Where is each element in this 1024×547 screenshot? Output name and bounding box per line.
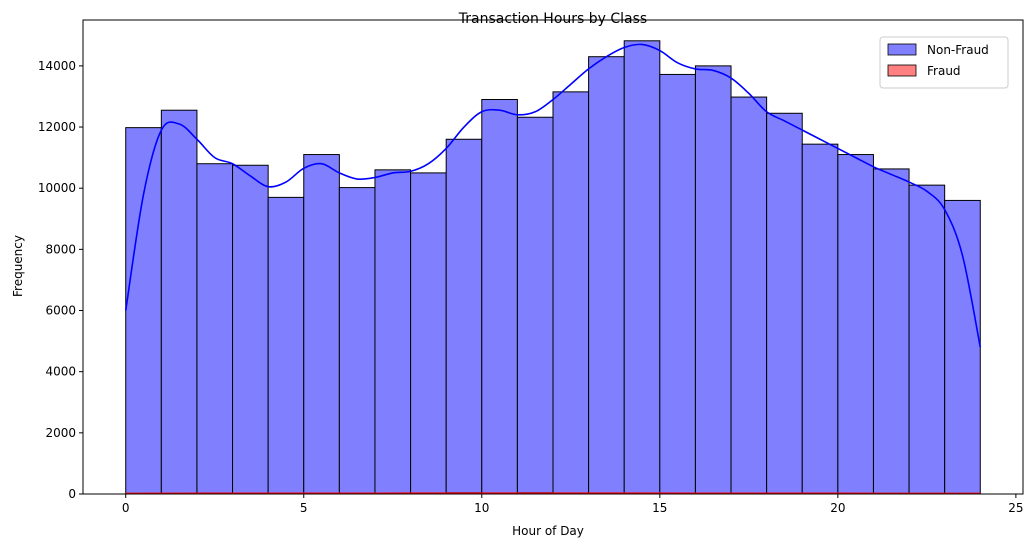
non-fraud-bar <box>410 172 447 495</box>
non-fraud-bar <box>552 91 590 495</box>
x-axis-label: Hour of Day <box>512 524 584 538</box>
x-tick-label: 5 <box>300 501 308 515</box>
kde-curves <box>124 43 982 495</box>
x-tick-label: 15 <box>652 501 667 515</box>
non-fraud-bar <box>944 199 981 495</box>
non-fraud-bar <box>588 56 625 495</box>
y-tick-label: 14000 <box>38 59 76 73</box>
plot-frame <box>82 19 1024 495</box>
non-fraud-bar <box>481 99 518 495</box>
y-tick-label: 12000 <box>38 120 76 134</box>
non-fraud-bar <box>303 154 340 495</box>
non-fraud-bar <box>730 96 768 495</box>
non-fraud-bar <box>908 184 946 495</box>
non-fraud-bar <box>196 163 234 495</box>
non-fraud-bar <box>872 168 910 495</box>
y-tick-label: 10000 <box>38 181 76 195</box>
y-tick-label: 2000 <box>45 426 76 440</box>
non-fraud-kde-line <box>124 43 982 348</box>
legend-label-fraud: Fraud <box>927 64 961 78</box>
non-fraud-bar <box>160 109 198 495</box>
legend-label-non-fraud: Non-Fraud <box>927 43 989 57</box>
y-tick-label: 4000 <box>45 365 76 379</box>
non-fraud-bar <box>338 187 376 495</box>
y-tick-label: 6000 <box>45 304 76 318</box>
x-tick-label: 20 <box>830 501 845 515</box>
y-tick-label: 0 <box>68 487 76 501</box>
non-fraud-bar <box>801 143 839 495</box>
non-fraud-bar <box>659 73 696 495</box>
y-tick-label: 8000 <box>45 242 76 256</box>
non-fraud-bar <box>694 65 732 495</box>
non-fraud-bars <box>125 40 981 495</box>
x-axis-ticks: 0 5 10 15 20 25 <box>122 494 1024 515</box>
x-tick-label: 10 <box>474 501 489 515</box>
non-fraud-bar <box>267 196 305 495</box>
legend: Non-Fraud Fraud <box>879 36 1009 89</box>
non-fraud-bar <box>516 116 554 495</box>
non-fraud-bar <box>374 169 412 495</box>
non-fraud-bar <box>623 40 661 495</box>
non-fraud-bar <box>445 138 483 495</box>
x-tick-label: 0 <box>122 501 130 515</box>
legend-swatch-non-fraud <box>887 43 917 56</box>
y-axis-ticks: 0 2000 4000 6000 8000 10000 12000 14000 <box>38 59 83 501</box>
non-fraud-bar <box>837 154 874 495</box>
chart-title: Transaction Hours by Class <box>458 11 647 27</box>
x-tick-label: 25 <box>1008 501 1023 515</box>
legend-swatch-fraud <box>887 64 917 77</box>
non-fraud-bar <box>125 127 162 495</box>
non-fraud-bar <box>766 112 803 495</box>
y-axis-label: Frequency <box>11 235 25 297</box>
non-fraud-bar <box>232 164 269 495</box>
